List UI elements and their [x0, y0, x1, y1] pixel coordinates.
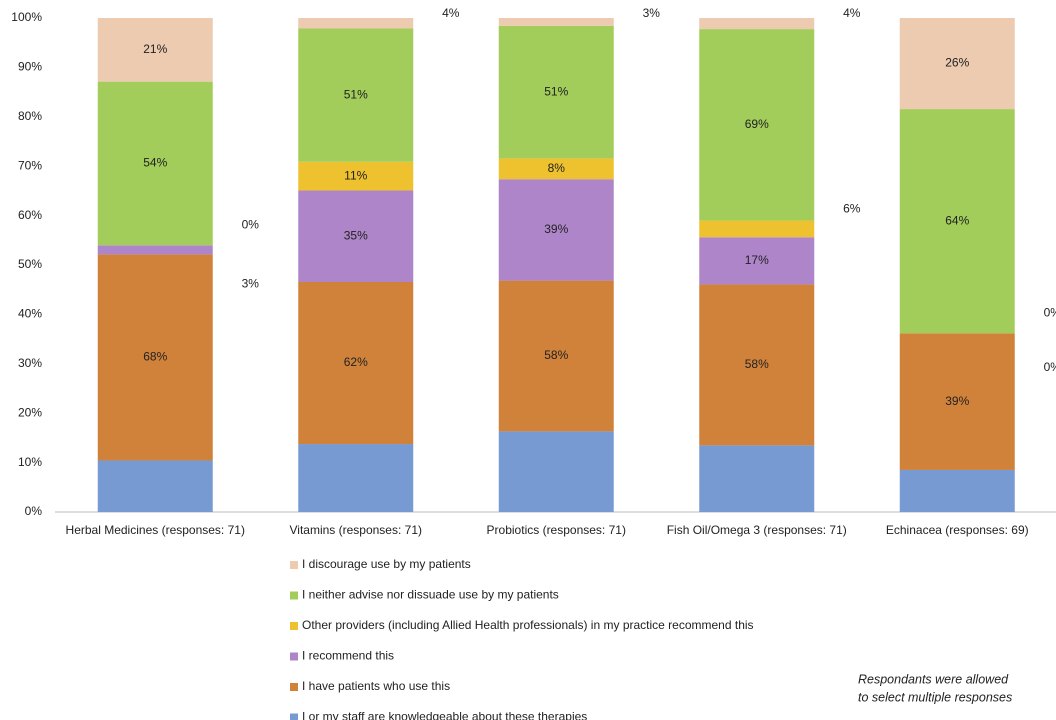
data-label: 51% — [544, 84, 568, 98]
y-tick-label: 40% — [18, 307, 42, 321]
x-tick-label: Herbal Medicines (responses: 71) — [66, 523, 245, 537]
bar-segment — [899, 18, 1015, 110]
data-label: 21% — [143, 42, 167, 56]
data-label: 11% — [344, 168, 367, 182]
data-label: 39% — [945, 394, 969, 408]
bar-segment — [699, 445, 815, 512]
bar-segment — [498, 158, 614, 180]
data-label: 17% — [745, 253, 769, 267]
legend-label: I neither advise nor dissuade use by my … — [302, 588, 559, 602]
bar-segment — [699, 284, 815, 446]
annotation: to select multiple responses — [858, 690, 1012, 704]
data-label: 0% — [1044, 360, 1056, 374]
legend-swatch — [290, 622, 298, 630]
bar-segment — [899, 109, 1015, 334]
bar-segment — [498, 280, 614, 432]
bar-segment — [298, 18, 414, 29]
legend-swatch — [290, 652, 298, 661]
data-label: 6% — [843, 201, 861, 215]
bar-segment — [699, 237, 815, 285]
data-label: 0% — [1044, 306, 1056, 320]
bar-segment — [298, 190, 414, 282]
bar-segment — [97, 18, 213, 82]
bar-segment — [298, 444, 414, 512]
data-label: 26% — [945, 56, 969, 70]
legend-label: I have patients who use this — [302, 679, 450, 693]
legend-label: I discourage use by my patients — [302, 557, 471, 571]
data-label: 8% — [548, 161, 566, 175]
data-label: 0% — [242, 218, 260, 232]
y-tick-label: 10% — [18, 455, 42, 469]
bar-segment — [699, 18, 815, 30]
x-tick-label: Echinacea (responses: 69) — [886, 523, 1029, 537]
data-label: 3% — [242, 277, 260, 291]
legend-swatch — [290, 561, 298, 569]
data-label: 69% — [745, 117, 769, 131]
data-label: 4% — [442, 6, 460, 20]
y-tick-label: 20% — [18, 405, 42, 419]
bar-segment — [298, 28, 414, 162]
y-tick-label: 70% — [18, 158, 42, 172]
data-label: 39% — [544, 222, 568, 236]
y-tick-label: 80% — [18, 109, 42, 123]
y-tick-label: 60% — [18, 208, 42, 222]
data-label: 62% — [344, 355, 368, 369]
x-tick-label: Vitamins (responses: 71) — [289, 523, 422, 537]
legend-swatch — [290, 591, 298, 600]
y-tick-label: 100% — [11, 10, 42, 24]
data-label: 54% — [143, 156, 167, 170]
legend-swatch — [290, 713, 298, 720]
data-label: 35% — [344, 228, 368, 242]
data-label: 58% — [544, 348, 568, 362]
bar-segment — [97, 245, 213, 255]
annotation: Respondants were allowed — [858, 672, 1009, 686]
x-tick-label: Fish Oil/Omega 3 (responses: 71) — [667, 523, 847, 537]
legend-label: I or my staff are knowledgeable about th… — [302, 710, 587, 720]
x-tick-label: Probiotics (responses: 71) — [487, 523, 626, 537]
bar-segment — [298, 281, 414, 445]
legend-label: Other providers (including Allied Health… — [302, 618, 754, 632]
bar-segment — [498, 18, 614, 26]
legend-label: I recommend this — [302, 649, 394, 663]
y-tick-label: 50% — [18, 257, 42, 271]
bar-segment — [498, 431, 614, 512]
bar-segment — [97, 254, 213, 461]
bar-segment — [97, 460, 213, 512]
data-label: 4% — [843, 6, 861, 20]
bar-segment — [498, 179, 614, 281]
data-label: 58% — [745, 357, 769, 371]
data-label: 51% — [344, 87, 368, 101]
bar-segment — [498, 25, 614, 159]
bar-segment — [899, 469, 1015, 512]
bar-segment — [699, 220, 815, 238]
data-label: 3% — [643, 6, 661, 20]
y-tick-label: 90% — [18, 60, 42, 74]
data-label: 64% — [945, 213, 969, 227]
data-label: 68% — [143, 350, 167, 364]
y-tick-label: 30% — [18, 356, 42, 370]
y-tick-label: 0% — [25, 504, 43, 518]
bar-segment — [97, 81, 213, 246]
legend-swatch — [290, 683, 298, 691]
bar-segment — [699, 29, 815, 221]
bar-segment — [899, 333, 1015, 470]
bar-segment — [298, 161, 414, 191]
